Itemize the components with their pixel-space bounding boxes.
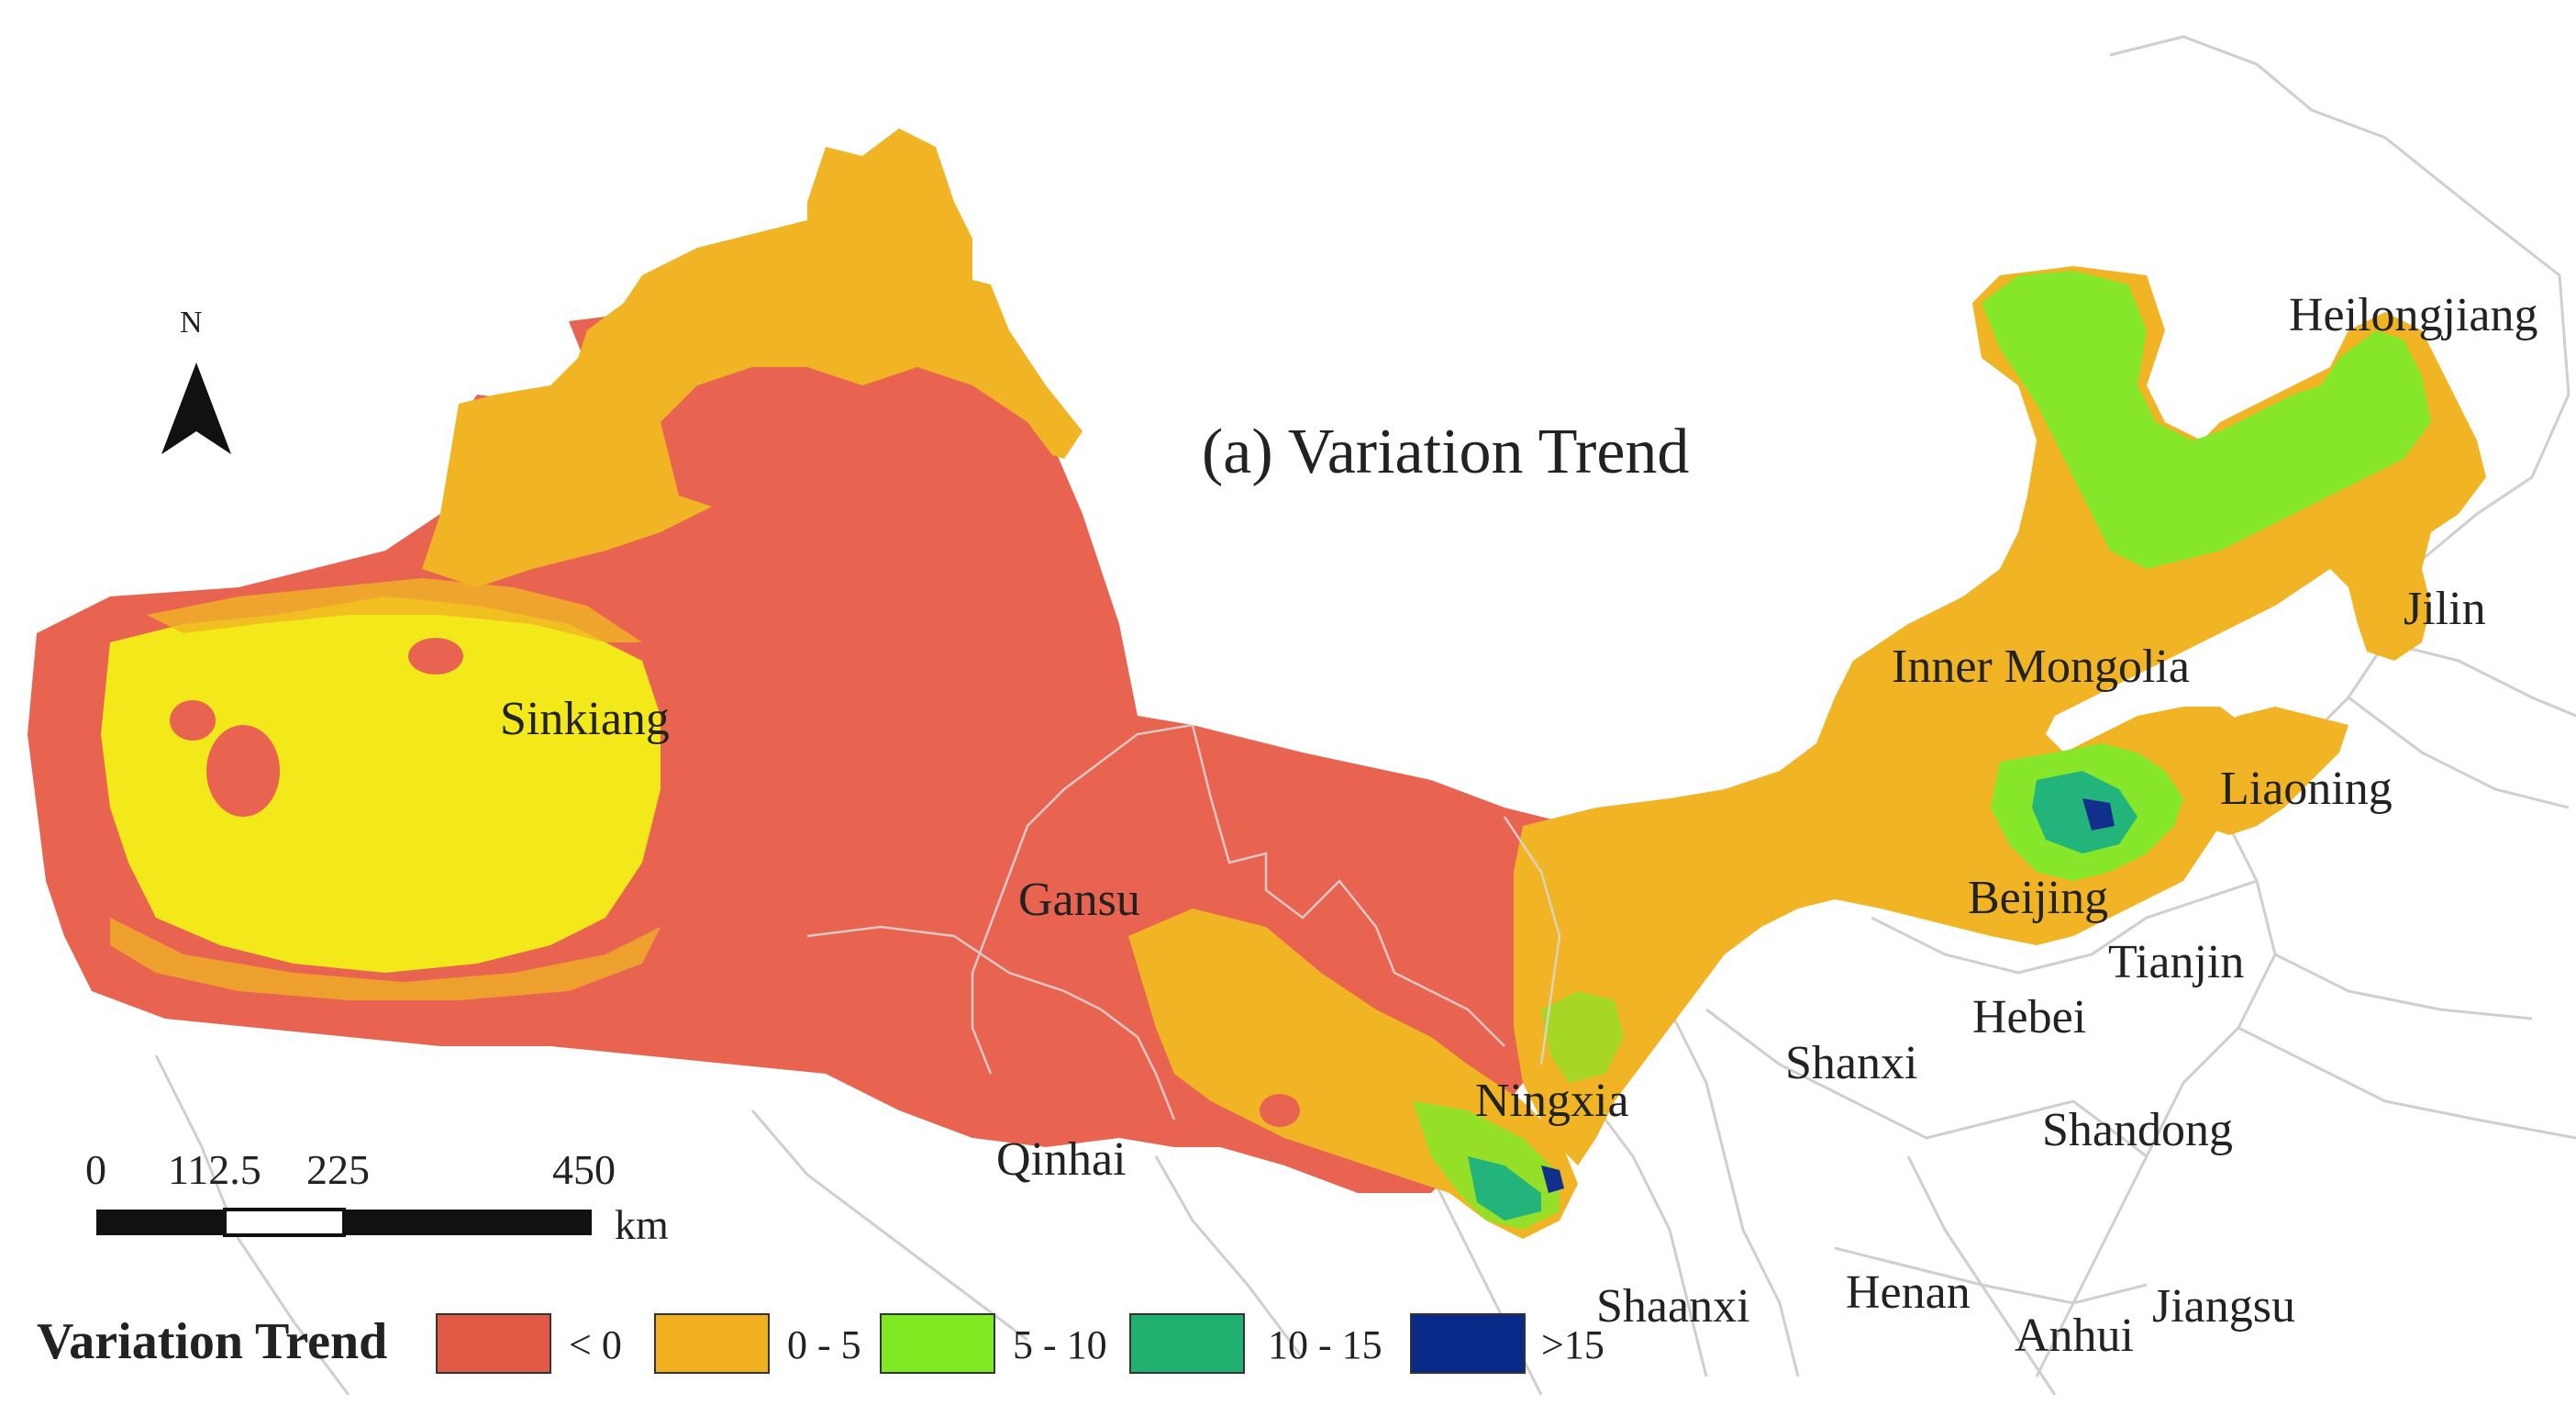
scale-segment-1 — [96, 1210, 225, 1235]
label-shandong: Shandong — [2042, 1104, 2233, 1156]
legend-label-1: 0 - 5 — [787, 1322, 861, 1367]
trend-region-east — [1514, 266, 2486, 1165]
label-gansu: Gansu — [1018, 874, 1140, 926]
scale-segment-3 — [344, 1210, 592, 1235]
legend-label-2: 5 - 10 — [1013, 1322, 1107, 1367]
label-anhui: Anhui — [2015, 1310, 2134, 1362]
label-jilin: Jilin — [2404, 583, 2486, 635]
region-negative-junggar — [661, 367, 1055, 514]
legend-label-4: >15 — [1541, 1322, 1604, 1367]
region-negative-tarim-spot-1 — [206, 725, 280, 817]
legend-title: Variation Trend — [37, 1313, 387, 1370]
legend-swatch-3 — [1129, 1313, 1245, 1374]
region-navy-gansu-south — [1541, 1165, 1564, 1193]
north-label: N — [180, 306, 203, 340]
scale-tick-3: 450 — [552, 1146, 616, 1193]
province-labels: Sinkiang Gansu Qinhai Ningxia Inner Mong… — [500, 289, 2538, 1362]
region-negative-tarim-spot-3 — [408, 638, 463, 675]
region-teal-beijing — [2032, 771, 2137, 853]
region-low-liaoning — [2193, 707, 2348, 835]
region-low-altai — [569, 128, 972, 413]
legend: Variation Trend < 0 0 - 5 5 - 10 10 - 15… — [37, 1313, 1604, 1374]
label-tianjin: Tianjin — [2108, 936, 2244, 988]
region-navy-beijing — [2082, 798, 2115, 831]
north-arrow-icon — [161, 362, 231, 454]
region-negative-qinhai-spot — [1260, 1094, 1300, 1127]
label-beijing: Beijing — [1968, 872, 2108, 924]
scale-bar: 0 112.5 225 450 km — [85, 1146, 669, 1248]
label-inner-mongolia: Inner Mongolia — [1892, 641, 2190, 693]
province-boundaries — [154, 35, 2576, 1396]
scale-segment-2 — [223, 1208, 346, 1237]
scale-tick-2: 225 — [306, 1146, 370, 1193]
label-heilongjiang: Heilongjiang — [2289, 289, 2538, 341]
label-shaanxi: Shaanxi — [1596, 1280, 1750, 1333]
trend-region-tarim — [101, 578, 661, 1000]
region-green-ningxia-east — [1541, 991, 1624, 1083]
legend-label-3: 10 - 15 — [1268, 1322, 1382, 1367]
legend-swatch-2 — [880, 1313, 995, 1374]
legend-swatch-4 — [1410, 1313, 1526, 1374]
region-low-tarim-north — [147, 578, 642, 642]
trend-region-sinkiang-north — [422, 128, 1083, 587]
region-green-hulunbuir — [1982, 271, 2431, 569]
north-arrow: N — [161, 306, 231, 454]
region-negative-tarim-spot-2 — [170, 700, 216, 741]
label-hebei: Hebei — [1972, 991, 2086, 1043]
label-sinkiang: Sinkiang — [500, 693, 670, 745]
internal-boundaries — [806, 723, 1561, 1121]
legend-swatch-1 — [654, 1313, 770, 1374]
label-liaoning: Liaoning — [2220, 763, 2393, 815]
label-shanxi: Shanxi — [1785, 1037, 1917, 1089]
legend-label-0: < 0 — [569, 1322, 622, 1367]
legend-swatch-0 — [436, 1313, 551, 1374]
label-qinhai: Qinhai — [996, 1133, 1127, 1186]
region-teal-gansu-south — [1468, 1156, 1541, 1221]
scale-tick-0: 0 — [85, 1146, 106, 1193]
trend-region-gansu-south — [1128, 909, 1578, 1239]
label-ningxia: Ningxia — [1475, 1075, 1629, 1127]
region-low-tarim-rim — [110, 918, 661, 1000]
scale-tick-1: 112.5 — [168, 1146, 261, 1193]
map-title: (a) Variation Trend — [1202, 417, 1689, 487]
label-henan: Henan — [1846, 1266, 1971, 1319]
region-yellow-tarim — [101, 597, 661, 973]
scale-unit: km — [615, 1201, 669, 1248]
label-jiangsu: Jiangsu — [2152, 1280, 2295, 1333]
